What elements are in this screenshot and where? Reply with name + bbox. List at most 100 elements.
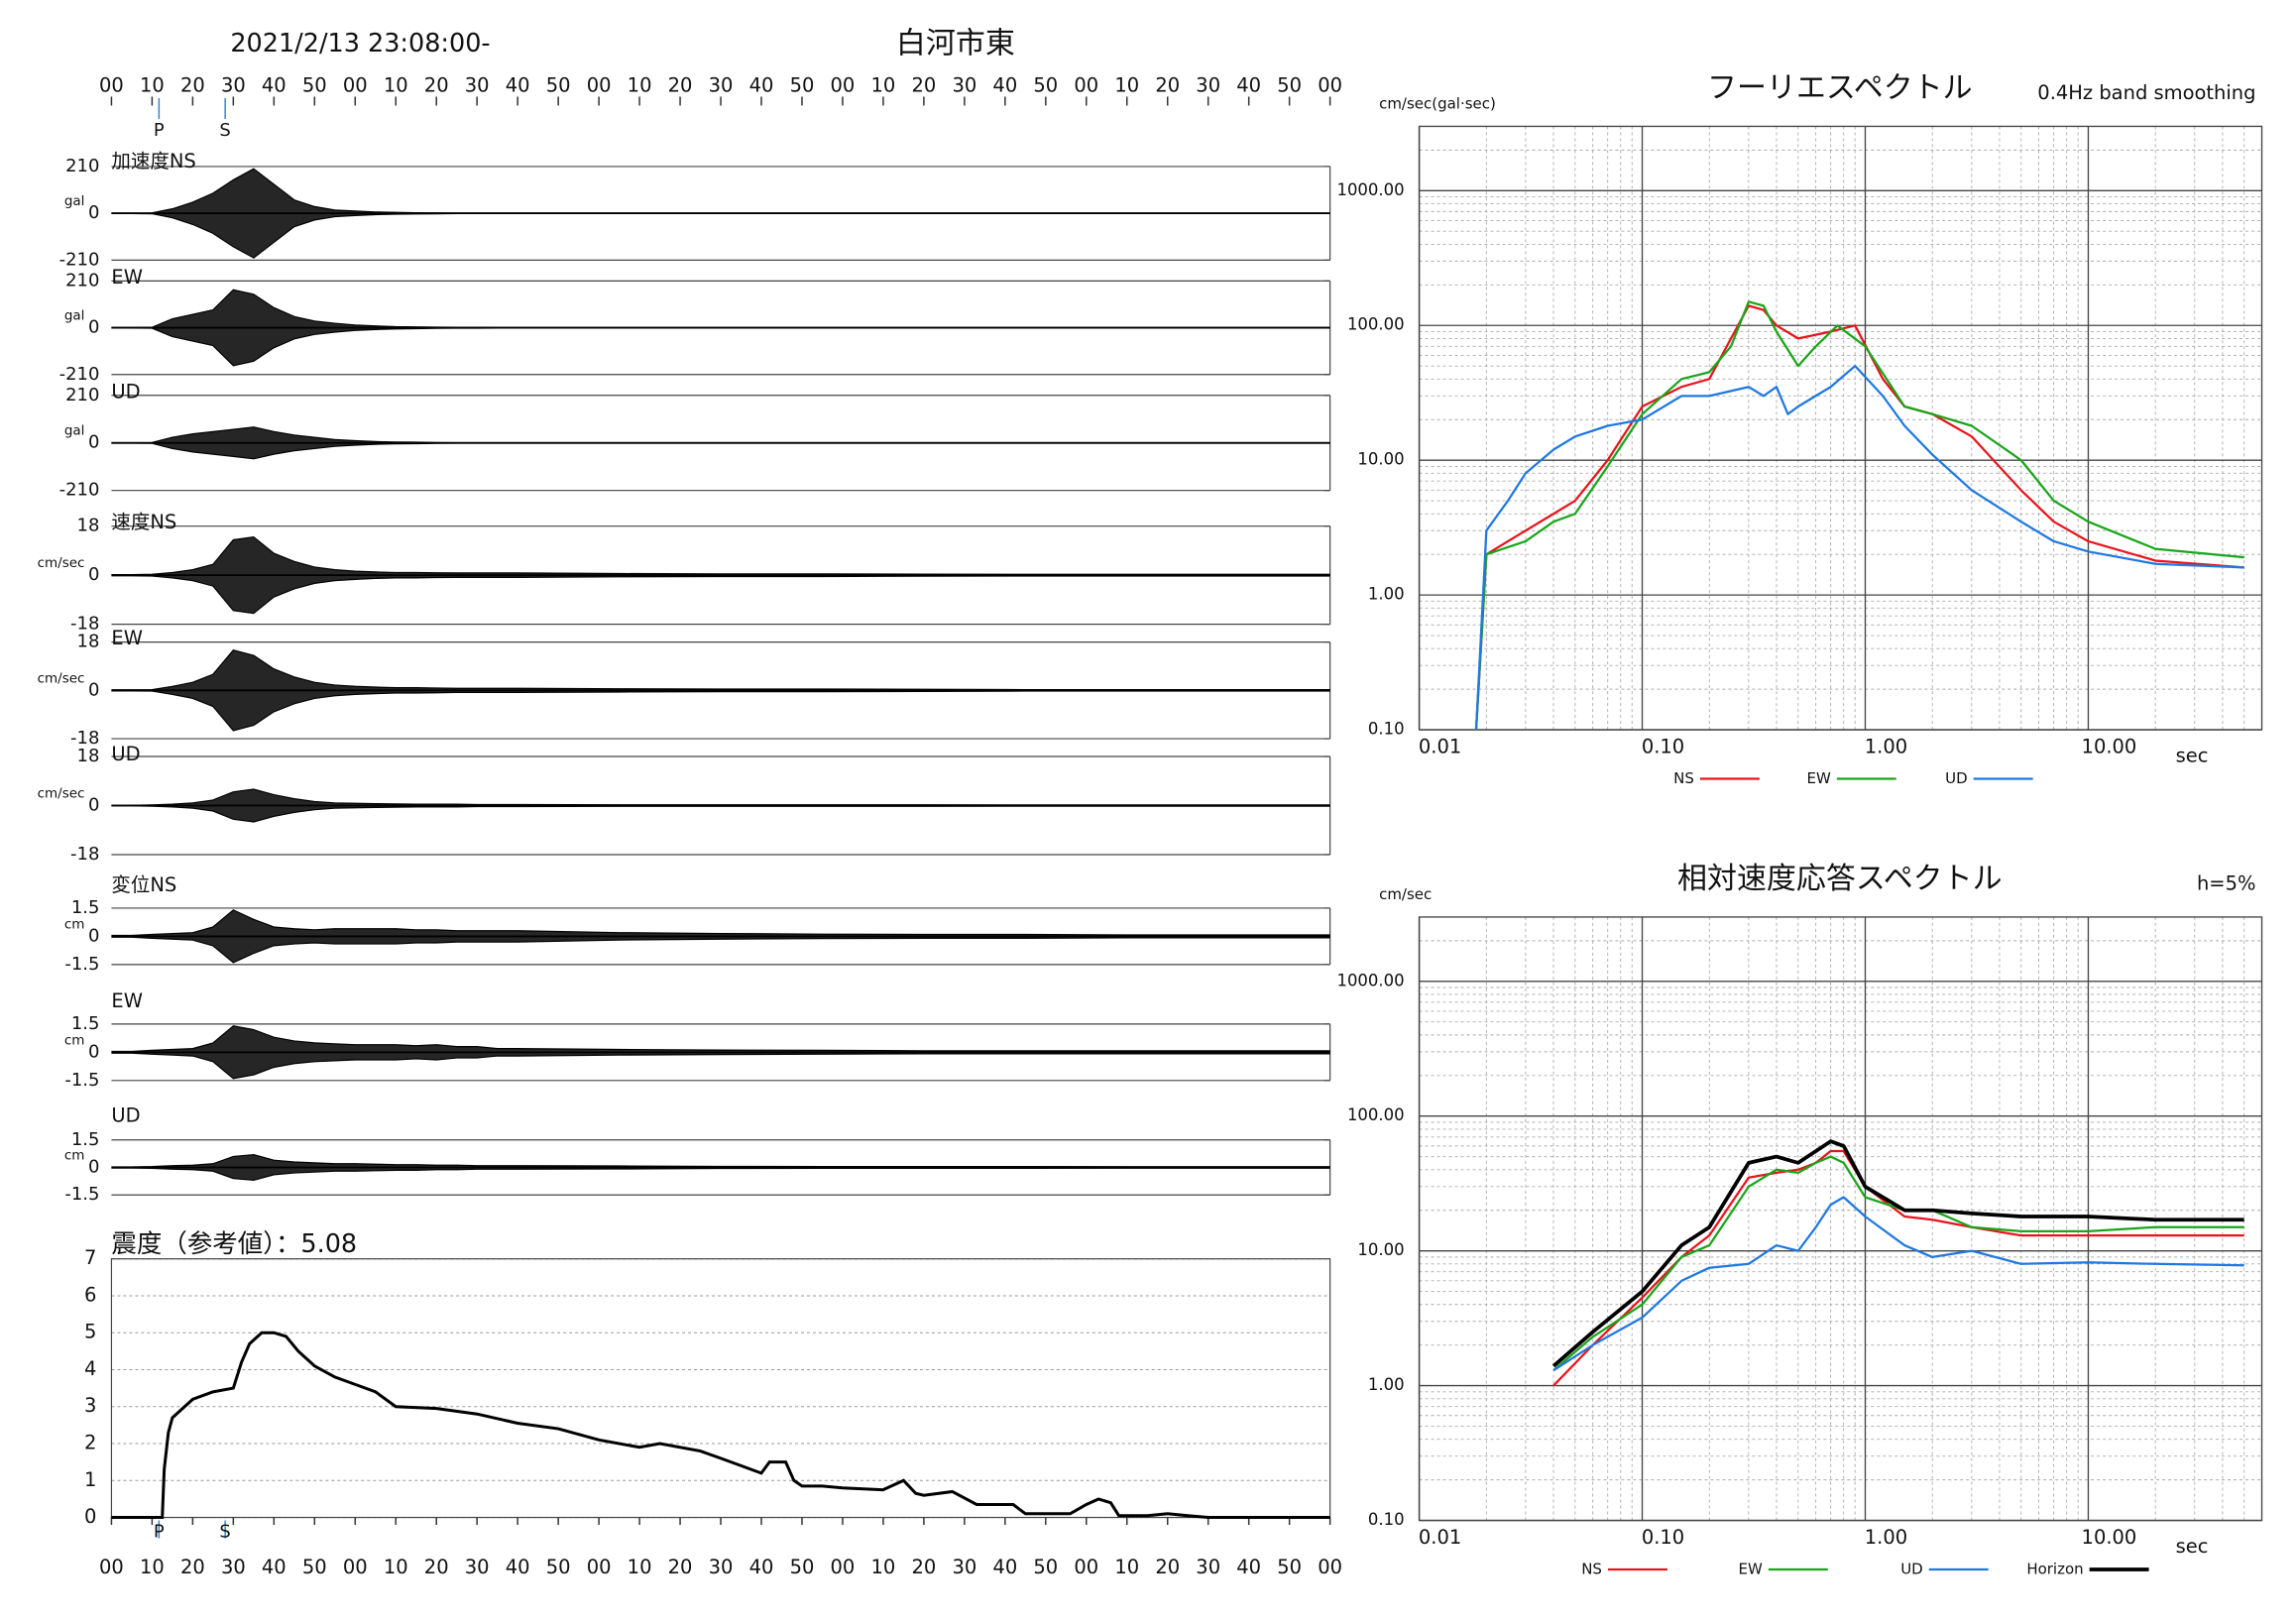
x-tick-label: 00	[1074, 73, 1098, 96]
spectrum-line	[1474, 364, 2244, 731]
y-tick-label: 18	[77, 632, 100, 652]
y-tick-label: 1.5	[71, 1129, 100, 1150]
x-tick-label: 00	[1318, 73, 1342, 96]
x-tick-label: 30	[465, 73, 490, 96]
x-tick-label: 1.00	[1865, 1526, 1907, 1549]
unit-label: gal	[64, 308, 85, 324]
waveform-envelope	[111, 426, 1330, 444]
waveform-envelope	[111, 289, 1330, 328]
y-tick-label: 4	[84, 1357, 96, 1380]
y-tick-label: 7	[84, 1246, 96, 1269]
x-tick-label: 20	[912, 1556, 937, 1578]
waveform-envelope	[111, 690, 1330, 732]
x-tick-label: 30	[221, 73, 246, 96]
y-tick-label: 1.00	[1368, 1375, 1405, 1394]
y-tick-label: 0	[88, 679, 99, 700]
x-tick-label: 20	[668, 73, 693, 96]
x-tick-label: 0.10	[1642, 736, 1684, 758]
x-tick-label: 10	[1114, 1556, 1139, 1578]
x-tick-label: 00	[99, 1556, 124, 1578]
y-tick-label: 210	[65, 270, 99, 290]
y-tick-label: 0	[88, 925, 99, 946]
waveform-envelope	[111, 575, 1330, 615]
unit-label: gal	[64, 423, 85, 439]
x-tick-label: 0.01	[1419, 736, 1461, 758]
x-tick-label: 50	[790, 1556, 815, 1578]
waveform-envelope	[111, 909, 1330, 937]
x-tick-label: 10	[384, 1556, 408, 1578]
x-tick-label: 50	[302, 1556, 327, 1578]
x-tick-label: 00	[343, 73, 368, 96]
y-tick-label: -210	[59, 364, 100, 385]
x-tick-label: 0.10	[1642, 1526, 1684, 1549]
waveform-area	[111, 1025, 1330, 1079]
y-tick-label: 1	[84, 1468, 96, 1491]
x-tick-label: 00	[831, 73, 856, 96]
y-tick-label: 1000.00	[1336, 180, 1404, 199]
y-tick-label: 0	[88, 1041, 99, 1062]
x-tick-label: 10	[871, 1556, 896, 1578]
y-tick-label: -210	[59, 249, 100, 270]
x-tick-label: 10.00	[2082, 1526, 2137, 1549]
y-tick-label: 0.10	[1368, 720, 1405, 739]
x-tick-label: 00	[99, 73, 124, 96]
x-tick-label: 40	[992, 1556, 1017, 1578]
legend-label: EW	[1739, 1561, 1763, 1578]
chart-title: 相対速度応答スペクトル	[1677, 862, 2003, 896]
x-tick-label: 20	[668, 1556, 693, 1578]
y-tick-label: -1.5	[64, 954, 99, 975]
y-tick-label: 0	[88, 432, 99, 453]
waveform-envelope	[111, 1167, 1330, 1182]
waveform-envelope	[111, 1025, 1330, 1053]
x-tick-label: 40	[749, 1556, 774, 1578]
x-tick-label: 50	[546, 73, 571, 96]
y-tick-label: 1.5	[71, 1013, 100, 1034]
panel-label: EW	[111, 627, 143, 649]
y-tick-label: 100.00	[1347, 315, 1405, 334]
unit-label: cm/sec	[38, 555, 85, 571]
x-tick-label: 1.00	[1865, 736, 1907, 758]
y-tick-label: -18	[70, 614, 99, 635]
waveform-area	[111, 1154, 1330, 1181]
panel-label: 加速度NS	[111, 150, 195, 173]
x-tick-label: 20	[180, 1556, 205, 1578]
x-tick-label: 50	[302, 73, 327, 96]
x-tick-label: 00	[831, 1556, 856, 1578]
y-tick-label: 0	[84, 1505, 96, 1528]
unit-label: gal	[64, 193, 85, 209]
waveform-envelope	[111, 805, 1330, 823]
waveform-envelope	[111, 535, 1330, 576]
x-tick-label: 50	[1033, 1556, 1058, 1578]
x-tick-label: 40	[262, 73, 287, 96]
legend-label: NS	[1673, 769, 1694, 787]
y-tick-label: 0.10	[1368, 1510, 1405, 1529]
waveform-envelope	[111, 936, 1330, 964]
y-tick-label: -18	[70, 844, 99, 865]
waveform-envelope	[111, 212, 1330, 259]
y-tick-label: 6	[84, 1283, 96, 1306]
panel-label: UD	[111, 380, 140, 403]
waveform-envelope	[111, 442, 1330, 460]
y-tick-label: 2	[84, 1432, 96, 1454]
x-tick-label: 00	[343, 1556, 368, 1578]
spectrum-line	[1474, 304, 2244, 731]
panel-label: 速度NS	[111, 511, 176, 533]
spectrum-line	[1552, 1196, 2244, 1372]
phase-label: S	[219, 120, 230, 141]
x-tick-label: 40	[749, 73, 774, 96]
y-tick-label: 10.00	[1357, 450, 1404, 469]
waveform-area	[111, 909, 1330, 963]
x-tick-label: 20	[424, 1556, 449, 1578]
x-tick-label: 20	[1155, 73, 1180, 96]
y-tick-label: -210	[59, 480, 100, 501]
x-tick-label: 50	[1277, 73, 1302, 96]
y-tick-label: 0	[88, 202, 99, 223]
station: 白河市東	[896, 27, 1015, 61]
plot-frame	[1418, 916, 2263, 1522]
waveform-area	[111, 789, 1330, 822]
x-tick-label: 10	[1114, 73, 1139, 96]
x-tick-label: 10	[628, 1556, 652, 1578]
x-tick-label: 50	[1033, 73, 1058, 96]
